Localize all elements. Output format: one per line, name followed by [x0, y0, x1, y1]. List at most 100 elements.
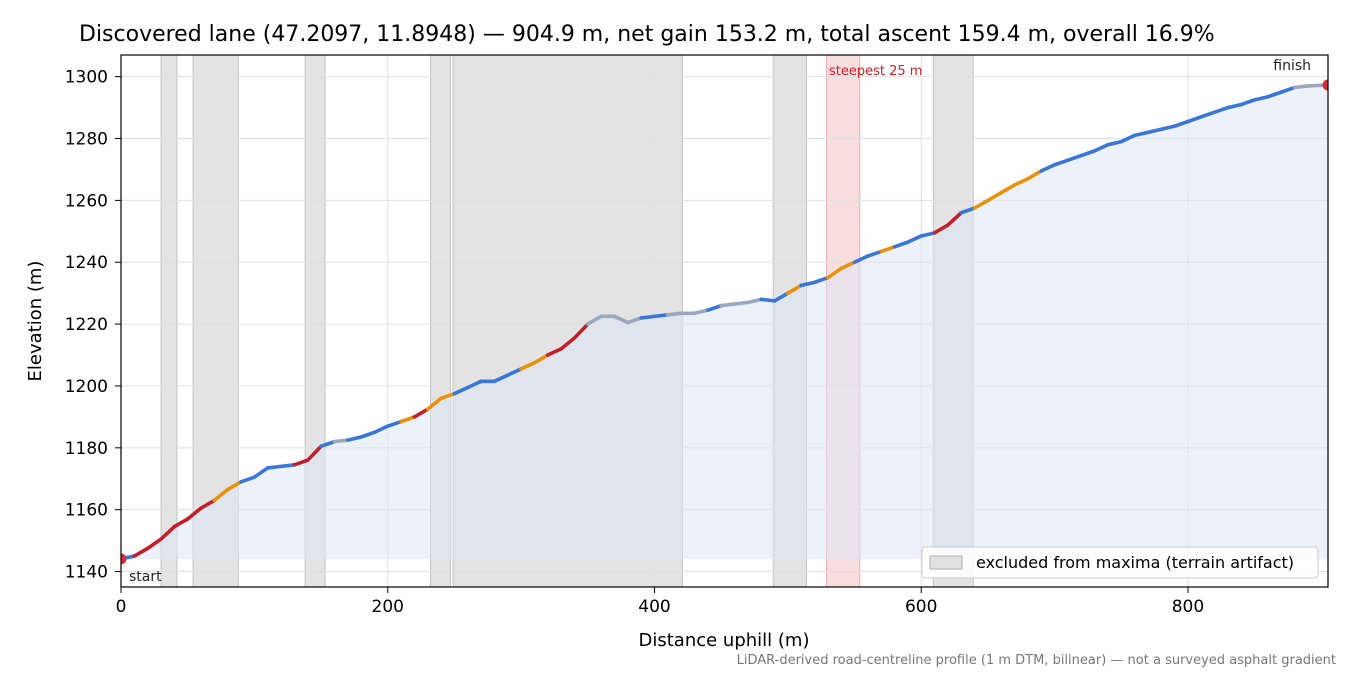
legend-box	[921, 546, 1319, 579]
profile-segment-gentle	[772, 291, 790, 303]
profile-segment-gentle	[1226, 102, 1244, 110]
profile-segment-flat	[612, 314, 630, 325]
profile-segment-steep	[159, 524, 177, 541]
profile-segment-moderate	[399, 415, 417, 424]
profile-segment-moderate	[519, 360, 537, 371]
profile-segment-gentle	[265, 464, 283, 470]
profile-segment-moderate	[786, 283, 803, 295]
profile-segment-gentle	[1186, 115, 1204, 124]
start-label: start	[129, 569, 162, 585]
profile-segment-moderate	[439, 391, 457, 401]
steepest-label: steepest 25 m	[829, 64, 922, 79]
profile-segment-gentle	[1172, 119, 1190, 128]
profile-segment-gentle	[1119, 133, 1137, 144]
profile-segment-gentle	[1252, 94, 1270, 102]
profile-segment-gentle	[1239, 98, 1257, 107]
profile-segment-moderate	[879, 244, 897, 254]
x-tick-label: 600	[905, 597, 937, 617]
profile-segment-gentle	[1052, 158, 1070, 167]
profile-segment-gentle	[1266, 90, 1284, 99]
profile-segment-steep	[132, 546, 150, 558]
profile-segment-gentle	[866, 249, 884, 258]
profile-segment-gentle	[492, 373, 510, 384]
y-tick-label: 1260	[65, 191, 108, 211]
profile-segment-flat	[732, 300, 750, 306]
profile-segment-gentle	[906, 234, 924, 244]
profile-segment-gentle	[372, 424, 390, 435]
profile-segment-moderate	[999, 183, 1017, 195]
x-tick-label: 200	[372, 597, 404, 617]
profile-segment-steep	[145, 537, 163, 551]
excluded-band	[160, 55, 178, 587]
profile-segment-moderate	[1026, 169, 1044, 181]
plot-frame	[120, 54, 1329, 588]
profile-segment-steep	[545, 347, 563, 357]
profile-segment-gentle	[639, 314, 657, 320]
profile-segment-gentle	[852, 254, 870, 265]
profile-segment-gentle	[279, 463, 297, 469]
profile-segment-steep	[185, 506, 203, 521]
elevation-line	[121, 83, 1328, 561]
endpoint-markers	[121, 79, 1328, 565]
axis-ticks: 0 200 400 600 800 1140 1160 1180 1200 1220 1240 126…	[65, 68, 1204, 617]
profile-segment-gentle	[345, 435, 363, 442]
profile-segment-steep	[559, 336, 577, 351]
profile-segment-steep	[946, 210, 964, 227]
profile-segment-gentle	[892, 240, 910, 249]
y-tick-label: 1300	[65, 68, 108, 88]
profile-segment-flat	[666, 311, 683, 317]
x-axis-label: Distance uphill (m)	[639, 630, 810, 651]
profile-segment-gentle	[812, 275, 830, 285]
profile-segment-moderate	[972, 198, 990, 210]
profile-segment-gentle	[1199, 110, 1217, 119]
y-tick-label: 1280	[65, 130, 108, 150]
y-tick-label: 1180	[65, 439, 108, 459]
profile-segment-gentle	[452, 385, 470, 396]
profile-segment-gentle	[465, 379, 483, 390]
profile-segment-flat	[1292, 84, 1310, 90]
profile-segment-gentle	[706, 303, 723, 312]
profile-segment-flat	[719, 302, 737, 308]
legend: excluded from maxima (terrain artifact)	[921, 546, 1319, 579]
profile-segment-gentle	[1146, 127, 1164, 135]
y-tick-label: 1140	[65, 563, 108, 583]
profile-segment-steep	[172, 517, 190, 529]
plot-area	[121, 55, 1328, 587]
profile-segment-gentle	[252, 466, 270, 479]
profile-segment-steep	[412, 407, 430, 419]
finish-label: finish	[1273, 58, 1311, 74]
profile-segment-gentle	[1039, 163, 1057, 173]
area-fill-group	[121, 85, 1328, 560]
y-axis-label: Elevation (m)	[25, 261, 46, 382]
profile-segment-gentle	[652, 313, 670, 319]
profile-segment-gentle	[385, 419, 403, 428]
legend-swatch	[929, 555, 963, 570]
x-tick-label: 0	[116, 597, 127, 617]
profile-segment-moderate	[839, 260, 857, 271]
profile-segment-gentle	[1212, 105, 1230, 115]
profile-segment-moderate	[532, 353, 550, 365]
profile-segment-gentle	[1132, 130, 1150, 138]
profile-segment-moderate	[425, 396, 443, 411]
profile-segment-flat	[692, 308, 710, 316]
legend-label: excluded from maxima (terrain artifact)	[976, 553, 1294, 572]
profile-segment-steep	[932, 223, 950, 235]
profile-segment-moderate	[1012, 176, 1030, 187]
profile-segment-gentle	[239, 475, 257, 484]
profile-segment-moderate	[225, 480, 243, 492]
profile-segment-moderate	[212, 487, 230, 503]
profile-segment-gentle	[319, 439, 337, 449]
profile-segment-moderate	[826, 266, 843, 280]
profile-segment-gentle	[1106, 139, 1124, 147]
y-tick-label: 1200	[65, 377, 108, 397]
profile-segment-gentle	[1066, 153, 1084, 162]
profile-segment-flat	[626, 316, 643, 325]
y-tick-label: 1240	[65, 253, 108, 273]
y-tick-label: 1220	[65, 315, 108, 335]
profile-segment-flat	[332, 438, 350, 444]
profile-segment-gentle	[799, 280, 817, 288]
profile-segment-steep	[199, 498, 217, 510]
chart-title: Discovered lane (47.2097, 11.8948) — 904…	[79, 22, 1215, 47]
area-fill	[121, 85, 1328, 560]
